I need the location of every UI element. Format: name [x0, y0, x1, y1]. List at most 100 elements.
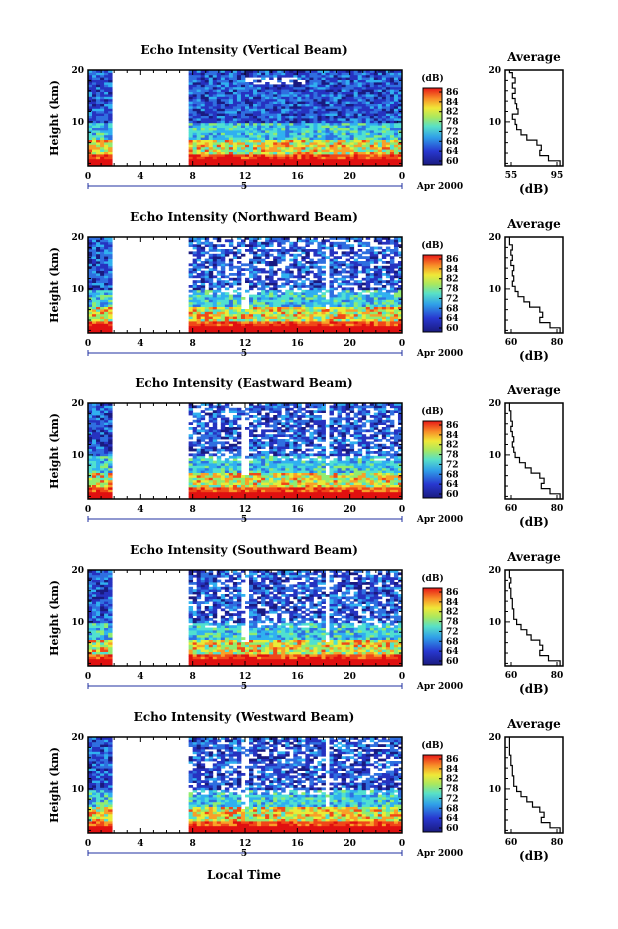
heatmap-cell — [208, 487, 214, 490]
heatmap-cell — [289, 273, 294, 276]
heatmap-cell — [325, 289, 330, 293]
heatmap-cell — [349, 84, 355, 88]
heatmap-cell — [261, 249, 266, 252]
heatmap-cell — [228, 325, 234, 329]
heatmap-cell — [317, 309, 322, 312]
heatmap-cell — [317, 318, 322, 322]
heatmap-cell — [377, 325, 383, 329]
heatmap-cell — [228, 154, 234, 157]
heatmap-cell — [196, 115, 202, 119]
heatmap-cell — [281, 294, 286, 298]
heatmap-cell — [220, 113, 226, 116]
heatmap-cell — [333, 251, 338, 255]
heatmap-cell — [249, 285, 254, 288]
heatmap-cell — [261, 268, 266, 271]
heatmap-cell — [273, 313, 278, 317]
heatmap-cell — [96, 292, 101, 295]
heatmap-cell — [92, 325, 97, 329]
heatmap-cell — [317, 139, 322, 143]
heatmap-cell — [220, 297, 226, 300]
heatmap-cell — [108, 113, 113, 116]
heatmap-cell — [297, 151, 302, 155]
heatmap-cell — [269, 127, 274, 131]
heatmap-cell — [321, 287, 326, 291]
heatmap-cell — [92, 134, 97, 138]
heatmap-cell — [361, 263, 367, 267]
heatmap-cell — [208, 261, 214, 264]
heatmap-cell — [261, 313, 266, 317]
heatmap-cell — [236, 280, 242, 283]
heatmap-cell — [349, 132, 355, 136]
heatmap — [88, 70, 403, 167]
heatmap-cell — [389, 132, 395, 136]
heatmap-cell — [389, 151, 395, 155]
heatmap-cell — [261, 321, 266, 324]
heatmap-cell — [273, 156, 278, 160]
heatmap-cell — [192, 86, 198, 90]
heatmap-cell — [100, 256, 105, 259]
heatmap-cell — [385, 306, 391, 310]
heatmap-cell — [341, 282, 347, 286]
heatmap-cell — [385, 130, 391, 133]
heatmap-cell — [192, 137, 198, 140]
heatmap-cell — [232, 122, 238, 126]
heatmap-cell — [249, 120, 254, 124]
heatmap-cell — [365, 277, 371, 281]
heatmap-cell — [108, 89, 113, 92]
heatmap-cell — [220, 151, 226, 155]
heatmap-cell — [104, 472, 109, 476]
heatmap-cell — [261, 127, 266, 131]
heatmap-cell — [321, 144, 326, 148]
heatmap-cell — [325, 86, 330, 90]
heatmap-cell — [208, 106, 214, 109]
heatmap-cell — [216, 431, 222, 435]
heatmap-cell — [361, 127, 367, 131]
heatmap-cell — [345, 263, 351, 267]
heatmap-cell — [333, 287, 338, 291]
heatmap-cell — [220, 282, 226, 286]
heatmap-cell — [220, 325, 226, 329]
heatmap-cell — [88, 424, 93, 428]
heatmap-cell — [92, 280, 97, 283]
heatmap-cell — [293, 318, 298, 322]
heatmap-cell — [341, 115, 347, 119]
heatmap-cell — [265, 163, 270, 167]
heatmap-cell — [305, 273, 310, 276]
heatmap-cell — [104, 142, 109, 145]
heatmap-cell — [212, 443, 218, 447]
heatmap-cell — [277, 309, 282, 312]
heatmap-cell — [104, 74, 109, 78]
heatmap-cell — [96, 458, 101, 461]
heatmap-cell — [196, 321, 202, 324]
heatmap-cell — [224, 134, 230, 138]
heatmap-cell — [232, 120, 238, 124]
heatmap-cell — [317, 273, 322, 276]
heatmap-cell — [224, 103, 230, 107]
heatmap-cell — [273, 289, 278, 293]
heatmap-cell — [309, 323, 314, 327]
heatmap-cell — [245, 151, 250, 155]
heatmap-cell — [188, 149, 194, 152]
heatmap-cell — [200, 263, 206, 267]
heatmap-cell — [389, 106, 395, 109]
heatmap-cell — [337, 325, 343, 329]
heatmap-cell — [365, 127, 371, 131]
heatmap-cell — [204, 270, 210, 274]
heatmap-cell — [245, 122, 250, 126]
heatmap-cell — [96, 277, 101, 281]
heatmap-cell — [369, 318, 375, 322]
heatmap-cell — [269, 137, 274, 140]
heatmap-cell — [228, 285, 234, 288]
heatmap-cell — [317, 82, 322, 85]
heatmap-cell — [96, 460, 101, 464]
heatmap-cell — [289, 154, 294, 157]
x-tick-label: 12 — [239, 172, 252, 182]
heatmap-cell — [345, 258, 351, 262]
heatmap-cell — [277, 277, 282, 281]
heatmap-cell — [309, 328, 314, 331]
heatmap-cell — [317, 77, 322, 80]
heatmap-cell — [385, 292, 391, 295]
heatmap-cell — [377, 161, 383, 164]
heatmap-cell — [216, 311, 222, 315]
heatmap-cell — [208, 313, 214, 317]
